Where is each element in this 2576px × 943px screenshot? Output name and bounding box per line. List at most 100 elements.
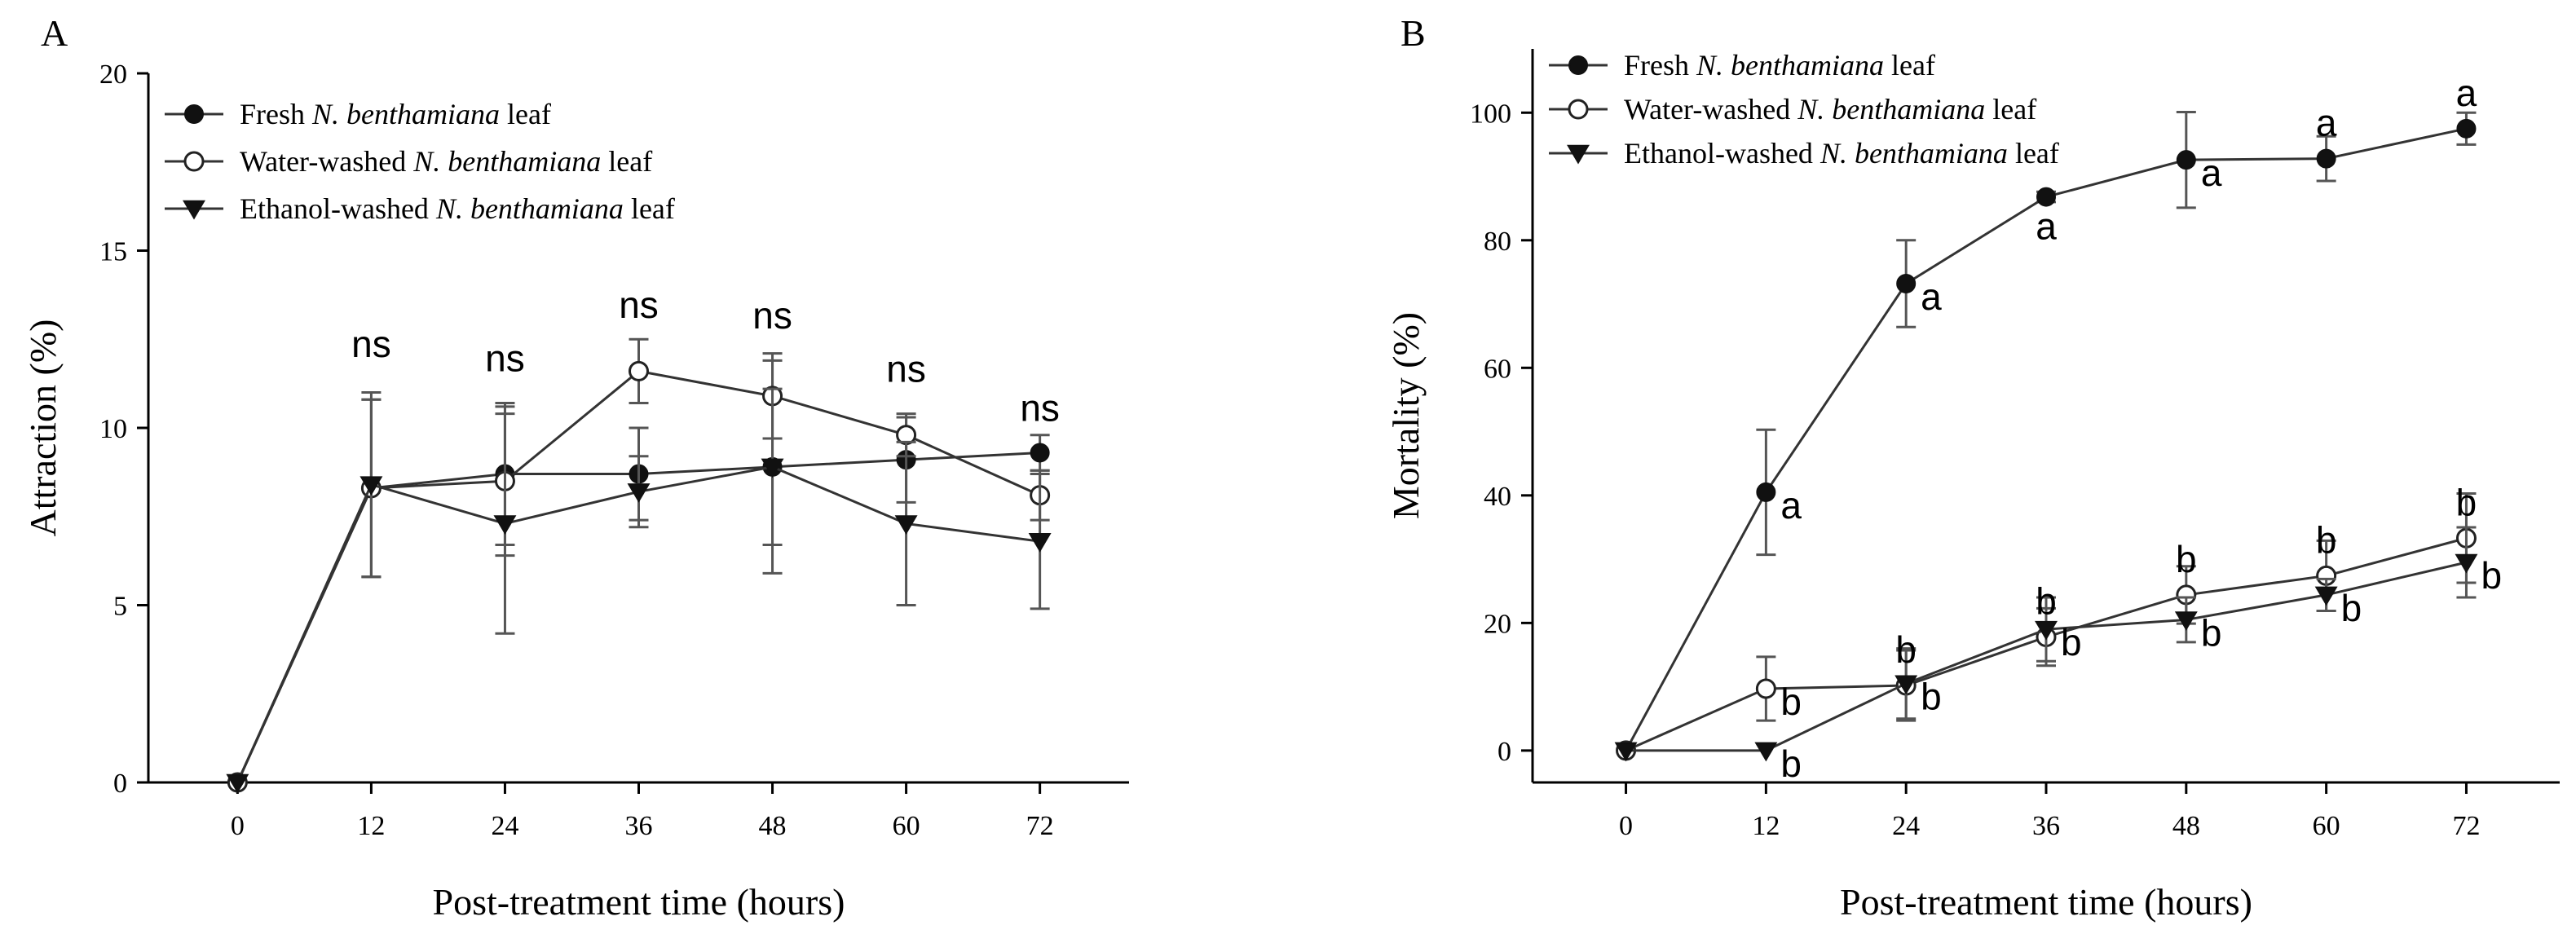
legend-label: Ethanol-washed N. benthamiana leaf — [240, 192, 675, 225]
legend-item-1: Fresh N. benthamiana leaf — [165, 98, 551, 130]
legend-marker — [183, 151, 205, 172]
legend-text: Ethanol-washed — [1624, 137, 1820, 170]
significance-label: ns — [1020, 386, 1060, 429]
legend-label: Fresh N. benthamiana leaf — [240, 98, 551, 130]
data-point — [2035, 620, 2058, 641]
y-axis-title: Mortality (%) — [1385, 312, 1427, 519]
significance-label: a — [1921, 275, 1942, 318]
data-point — [1030, 443, 1050, 463]
data-point — [359, 476, 383, 496]
legend-item-3: Ethanol-washed N. benthamiana leaf — [165, 192, 675, 225]
x-tick-label: 36 — [2032, 811, 2060, 841]
significance-label: ns — [351, 323, 391, 365]
data-point — [1028, 532, 1052, 553]
legend-marker — [184, 104, 204, 124]
series-1 — [227, 359, 1050, 792]
legend-text: leaf — [2008, 137, 2059, 170]
y-tick-label: 100 — [1470, 99, 1511, 129]
x-tick-label: 36 — [625, 811, 653, 841]
legend-label: Water-washed N. benthamiana leaf — [1624, 93, 2036, 126]
y-tick-label: 60 — [1484, 354, 1511, 384]
data-point — [2455, 553, 2478, 574]
series-2 — [227, 337, 1051, 793]
legend-text: Water-washed — [240, 145, 413, 178]
significance-label: b — [1780, 743, 1802, 785]
significance-label: ns — [485, 337, 525, 379]
legend-label: Ethanol-washed N. benthamiana leaf — [1624, 137, 2059, 170]
x-axis-title: Post-treatment time (hours) — [1840, 881, 2252, 923]
y-tick-label: 0 — [113, 769, 127, 799]
significance-label: b — [1780, 681, 1802, 723]
x-tick-label: 12 — [357, 811, 385, 841]
y-axis-title: Attraction (%) — [22, 319, 64, 537]
significance-label: b — [1895, 628, 1917, 671]
data-point — [2456, 118, 2477, 139]
series-3 — [1614, 526, 2478, 762]
y-tick-label: 5 — [113, 592, 127, 622]
x-tick-label: 48 — [2172, 811, 2200, 841]
data-point — [761, 458, 784, 478]
y-tick-label: 10 — [99, 414, 127, 444]
x-tick-label: 0 — [1619, 811, 1633, 841]
significance-label: ns — [752, 294, 792, 337]
legend-text: leaf — [1884, 49, 1935, 82]
chart-panel-A: A 0 5 10 15 20 0 12 24 36 48 60 72 Post-treatment tim… — [22, 12, 1129, 923]
x-tick-label: 60 — [893, 811, 920, 841]
panel-label: A — [41, 12, 68, 54]
legend-species: N. benthamiana — [1797, 93, 1985, 126]
data-point — [226, 773, 249, 794]
legend-text: leaf — [500, 98, 551, 130]
legend-text: Fresh — [1624, 49, 1696, 82]
legend-text: leaf — [601, 145, 652, 178]
data-point — [629, 360, 649, 381]
legend-marker — [183, 200, 205, 220]
legend-item-1: Fresh N. benthamiana leaf — [1549, 49, 1935, 82]
x-tick-label: 72 — [1026, 811, 1054, 841]
significance-label: b — [2481, 554, 2502, 597]
significance-label: b — [2341, 587, 2362, 629]
series-3 — [226, 387, 1052, 794]
data-point — [627, 483, 651, 503]
x-tick-label: 60 — [2313, 811, 2340, 841]
chart-panel-B: B 0 20 40 60 80 100 0 12 24 36 48 60 72 Post-treatment… — [1385, 12, 2560, 923]
legend-species: N. benthamiana — [1696, 49, 1884, 82]
y-tick-label: 20 — [1484, 609, 1511, 639]
legend-label: Water-washed N. benthamiana leaf — [240, 145, 652, 178]
data-point — [1895, 675, 1918, 695]
x-tick-label: 12 — [1752, 811, 1780, 841]
significance-label: a — [2201, 152, 2222, 194]
data-point — [2314, 586, 2338, 606]
data-point — [2036, 187, 2056, 207]
x-tick-label: 24 — [1892, 811, 1920, 841]
data-point — [1614, 742, 1638, 762]
legend-text: Water-washed — [1624, 93, 1797, 126]
data-point — [1896, 274, 1917, 293]
legend-marker — [1567, 144, 1590, 165]
panel-label: B — [1400, 12, 1426, 54]
significance-label: b — [2176, 538, 2197, 580]
significance-label: b — [2036, 580, 2057, 623]
significance-label: b — [2061, 621, 2082, 663]
y-tick-label: 15 — [99, 237, 127, 267]
legend-item-2: Water-washed N. benthamiana leaf — [165, 145, 652, 178]
legend-marker — [1568, 99, 1589, 120]
legend-species: N. benthamiana — [311, 98, 500, 130]
legend-item-3: Ethanol-washed N. benthamiana leaf — [1549, 137, 2059, 170]
data-point — [1756, 482, 1776, 502]
significance-label: b — [2316, 518, 2337, 561]
x-tick-label: 0 — [231, 811, 245, 841]
significance-label: ns — [886, 347, 926, 390]
data-point — [493, 515, 517, 535]
x-tick-label: 24 — [491, 811, 518, 841]
y-tick-label: 40 — [1484, 482, 1511, 512]
legend-species: N. benthamiana — [1820, 137, 2008, 170]
legend-text: Fresh — [240, 98, 312, 130]
significance-label: b — [2201, 611, 2222, 654]
significance-label: ns — [619, 284, 659, 326]
x-tick-label: 48 — [759, 811, 787, 841]
legend-species: N. benthamiana — [412, 145, 601, 178]
significance-label: a — [1780, 484, 1802, 527]
y-tick-label: 0 — [1498, 737, 1511, 767]
legend-text: leaf — [1985, 93, 2036, 126]
